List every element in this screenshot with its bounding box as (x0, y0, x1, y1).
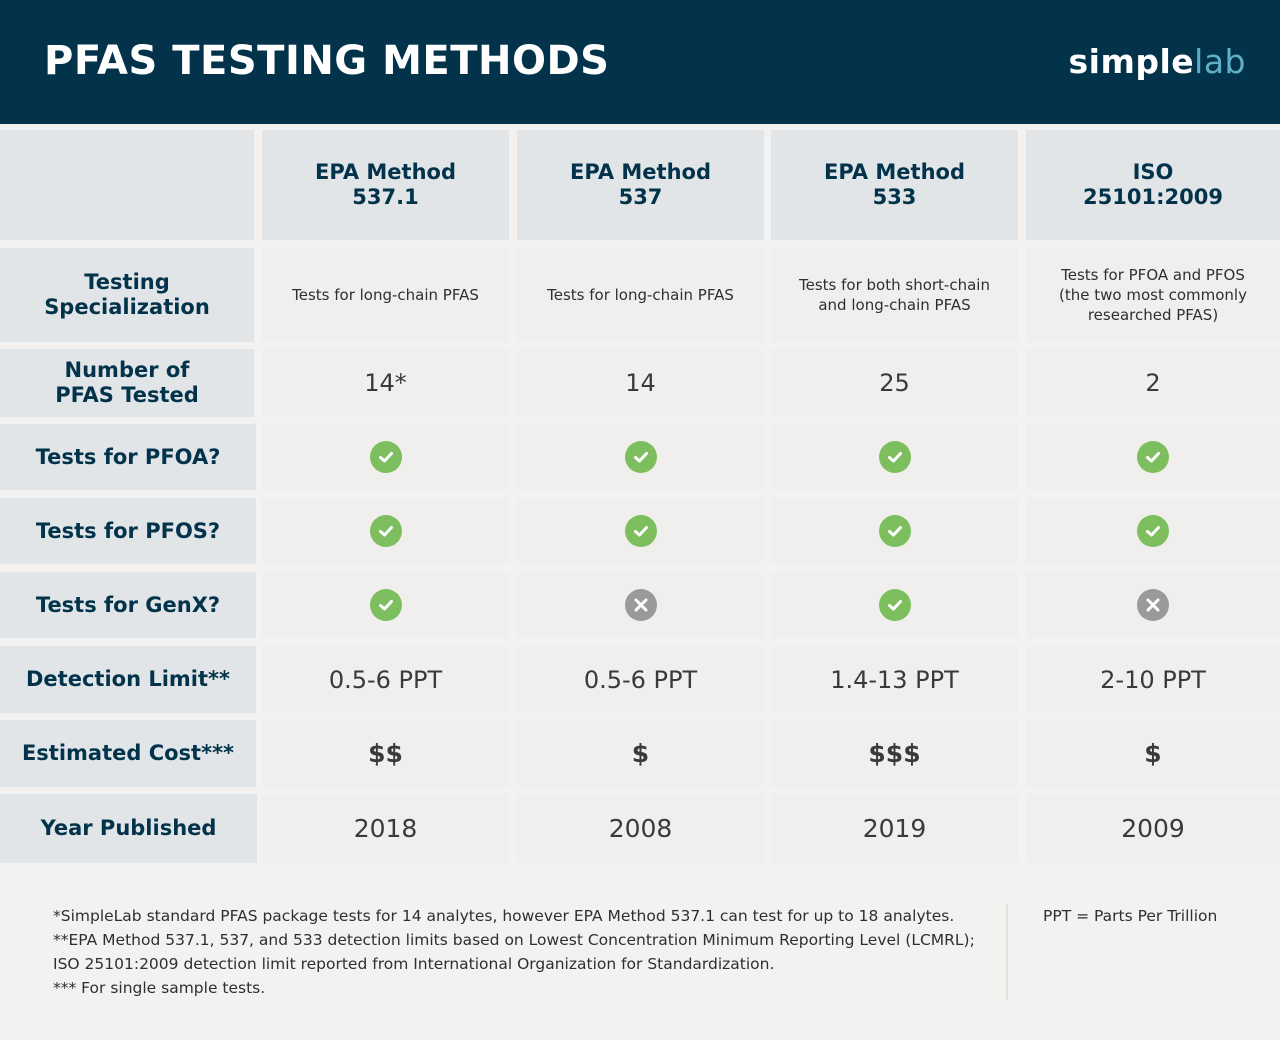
detection-limit-value: 0.5-6 PPT (517, 646, 764, 713)
column-header-epa-537-1: EPA Method 537.1 (262, 130, 509, 240)
page-title: PFAS TESTING METHODS (44, 38, 610, 84)
row-label-estimated-cost: Estimated Cost*** (0, 720, 256, 787)
cost-value: $ (1026, 720, 1280, 787)
logo-primary-text: simple (1068, 42, 1195, 81)
header-banner: PFAS TESTING METHODS simplelab (0, 0, 1280, 124)
specialization-cell: Tests for long-chain PFAS (517, 248, 764, 342)
pfos-cell (517, 498, 764, 564)
table-corner-cell (0, 130, 254, 240)
row-label-year-published: Year Published (0, 794, 257, 863)
column-header-line2: 25101:2009 (1083, 185, 1223, 209)
specialization-line1: Tests for PFOA and PFOS (1061, 266, 1245, 284)
footer-divider (1006, 904, 1008, 1000)
check-circle-icon (369, 441, 402, 473)
row-label-line2: Specialization (44, 295, 210, 319)
row-label-pfoa: Tests for PFOA? (0, 424, 256, 490)
genx-cell (1026, 572, 1280, 638)
year-value: 2019 (771, 794, 1018, 863)
column-header-epa-537: EPA Method 537 (517, 130, 764, 240)
check-circle-icon (878, 441, 911, 473)
pfos-cell (771, 498, 1018, 564)
genx-cell (262, 572, 509, 638)
detection-limit-value: 2-10 PPT (1026, 646, 1280, 713)
specialization-line1: Tests for both short-chain (799, 276, 990, 294)
pfoa-cell (771, 424, 1018, 490)
x-circle-icon (624, 589, 657, 621)
footnote-2: **EPA Method 537.1, 537, and 533 detecti… (53, 931, 975, 949)
column-header-epa-533: EPA Method 533 (771, 130, 1018, 240)
column-header-line1: EPA Method (824, 160, 965, 184)
specialization-line3: researched PFAS) (1087, 306, 1219, 324)
row-label-detection-limit: Detection Limit** (0, 646, 256, 713)
specialization-line1: Tests for long-chain PFAS (547, 286, 734, 304)
footnote-1: *SimpleLab standard PFAS package tests f… (53, 907, 955, 925)
specialization-cell: Tests for PFOA and PFOS (the two most com… (1026, 248, 1280, 342)
pfoa-cell (1026, 424, 1280, 490)
row-label-line1: Number of (64, 358, 190, 382)
check-circle-icon (624, 515, 657, 547)
column-header-line1: ISO (1132, 160, 1174, 184)
check-circle-icon (624, 441, 657, 473)
cost-value: $$ (262, 720, 509, 787)
comparison-table: EPA Method 537.1 EPA Method 537 EPA Method… (0, 130, 1280, 863)
specialization-cell: Tests for both short-chain and long-chain… (771, 248, 1018, 342)
footnote-3: ISO 25101:2009 detection limit reported … (53, 955, 775, 973)
check-circle-icon (1137, 441, 1169, 473)
detection-limit-value: 1.4-13 PPT (771, 646, 1018, 713)
number-tested-value: 25 (771, 349, 1018, 417)
column-header-line1: EPA Method (570, 160, 711, 184)
year-value: 2018 (262, 794, 509, 863)
number-tested-value: 2 (1026, 349, 1280, 417)
number-tested-value: 14* (262, 349, 509, 417)
cost-value: $$$ (771, 720, 1018, 787)
specialization-cell: Tests for long-chain PFAS (262, 248, 509, 342)
logo-accent-text: lab (1194, 42, 1246, 81)
footer-notes: *SimpleLab standard PFAS package tests f… (0, 868, 1280, 1040)
year-value: 2008 (517, 794, 764, 863)
specialization-line2: (the two most commonly (1059, 286, 1247, 304)
footnotes: *SimpleLab standard PFAS package tests f… (53, 904, 983, 1000)
column-header-line1: EPA Method (315, 160, 456, 184)
check-circle-icon (1137, 515, 1169, 547)
row-label-line2: PFAS Tested (55, 383, 199, 407)
check-circle-icon (878, 515, 911, 547)
specialization-line1: Tests for long-chain PFAS (292, 286, 479, 304)
genx-cell (771, 572, 1018, 638)
pfos-cell (1026, 498, 1280, 564)
row-label-genx: Tests for GenX? (0, 572, 256, 638)
row-label-testing-specialization: Testing Specialization (0, 248, 254, 342)
year-value: 2009 (1026, 794, 1280, 863)
number-tested-value: 14 (517, 349, 764, 417)
detection-limit-value: 0.5-6 PPT (262, 646, 509, 713)
column-header-line2: 533 (872, 185, 917, 209)
check-circle-icon (369, 589, 402, 621)
row-label-pfos: Tests for PFOS? (0, 498, 256, 564)
genx-cell (517, 572, 764, 638)
pfos-cell (262, 498, 509, 564)
x-circle-icon (1137, 589, 1169, 621)
row-label-line1: Testing (84, 270, 170, 294)
column-header-iso-25101: ISO 25101:2009 (1026, 130, 1280, 240)
column-header-line2: 537.1 (352, 185, 419, 209)
column-header-line2: 537 (618, 185, 663, 209)
check-circle-icon (369, 515, 402, 547)
pfoa-cell (262, 424, 509, 490)
simplelab-logo: simplelab (1069, 42, 1247, 81)
cost-value: $ (517, 720, 764, 787)
pfoa-cell (517, 424, 764, 490)
check-circle-icon (878, 589, 911, 621)
ppt-legend: PPT = Parts Per Trillion (1043, 907, 1218, 925)
specialization-line2: and long-chain PFAS (818, 296, 971, 314)
row-label-number-tested: Number of PFAS Tested (0, 349, 254, 417)
footnote-4: *** For single sample tests. (53, 979, 266, 997)
